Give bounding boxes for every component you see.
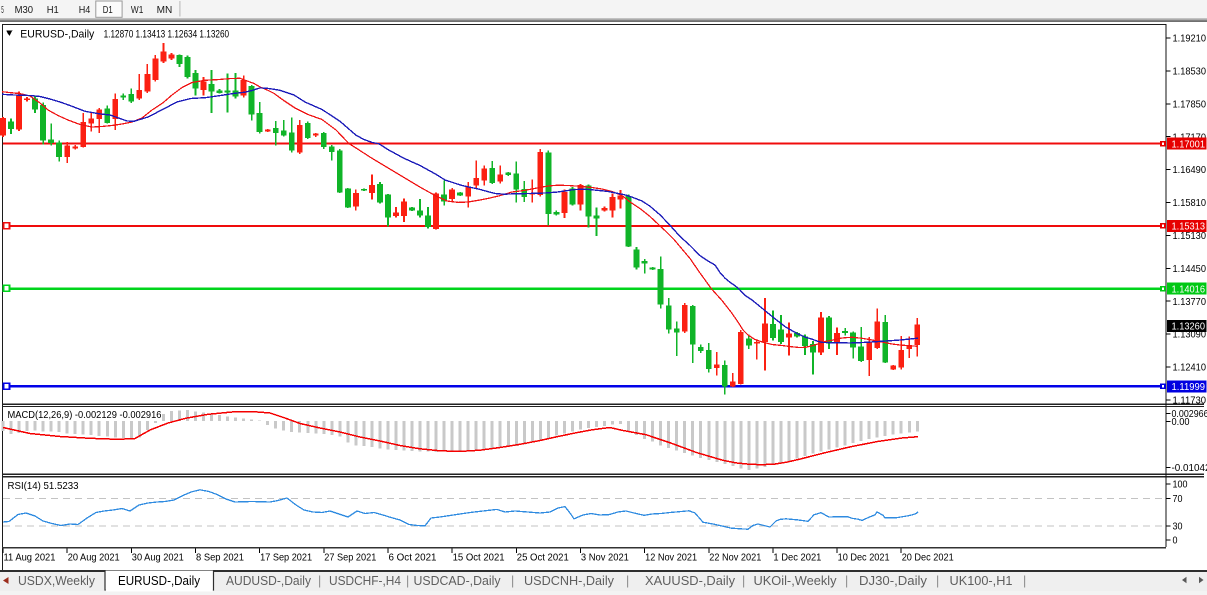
svg-text:MN: MN xyxy=(157,4,173,16)
svg-text:12 Nov 2021: 12 Nov 2021 xyxy=(645,552,697,564)
svg-text:H1: H1 xyxy=(47,4,59,16)
svg-text:1.15810: 1.15810 xyxy=(1173,197,1207,209)
svg-text:1.19210: 1.19210 xyxy=(1173,33,1207,45)
svg-text:|: | xyxy=(845,574,848,588)
svg-text:11 Aug 2021: 11 Aug 2021 xyxy=(4,552,56,564)
svg-text:6 Oct 2021: 6 Oct 2021 xyxy=(389,552,437,564)
svg-text:3 Nov 2021: 3 Nov 2021 xyxy=(581,552,629,564)
svg-text:1.11999: 1.11999 xyxy=(1172,381,1206,393)
svg-text:1.15313: 1.15313 xyxy=(1172,221,1206,233)
svg-text:17 Sep 2021: 17 Sep 2021 xyxy=(260,552,312,564)
svg-text:UK100-,H1: UK100-,H1 xyxy=(950,574,1013,588)
svg-text:DJ30-,Daily: DJ30-,Daily xyxy=(859,574,928,588)
svg-text:1.14450: 1.14450 xyxy=(1173,263,1207,275)
svg-text:1 Dec 2021: 1 Dec 2021 xyxy=(773,552,821,564)
svg-text:|: | xyxy=(511,574,514,588)
svg-text:8 Sep 2021: 8 Sep 2021 xyxy=(196,552,244,564)
svg-text:20 Dec 2021: 20 Dec 2021 xyxy=(902,552,954,564)
svg-text:30 Aug 2021: 30 Aug 2021 xyxy=(132,552,184,564)
svg-text:H4: H4 xyxy=(79,4,91,16)
svg-text:30: 30 xyxy=(1173,521,1183,533)
svg-text:|: | xyxy=(626,574,629,588)
svg-text:1.13260: 1.13260 xyxy=(1172,321,1206,333)
svg-text:1.17001: 1.17001 xyxy=(1172,138,1206,150)
svg-text:0.002966: 0.002966 xyxy=(1172,408,1207,420)
svg-text:1.17850: 1.17850 xyxy=(1173,98,1207,110)
svg-text:1.16490: 1.16490 xyxy=(1173,164,1207,176)
svg-text:RSI(14) 51.5233: RSI(14) 51.5233 xyxy=(8,480,79,492)
svg-text:EURUSD-,Daily: EURUSD-,Daily xyxy=(20,28,94,40)
svg-text:20 Aug 2021: 20 Aug 2021 xyxy=(68,552,120,564)
svg-text:1.15130: 1.15130 xyxy=(1173,230,1207,242)
svg-text:USDX,Weekly: USDX,Weekly xyxy=(18,574,96,588)
svg-text:UKOil-,Weekly: UKOil-,Weekly xyxy=(754,574,838,588)
svg-text:22 Nov 2021: 22 Nov 2021 xyxy=(709,552,761,564)
svg-text:1.12870 1.13413 1.12634 1.1326: 1.12870 1.13413 1.12634 1.13260 xyxy=(104,28,230,40)
svg-text:D1: D1 xyxy=(103,4,113,16)
svg-text:|: | xyxy=(1023,574,1026,588)
svg-text:5: 5 xyxy=(1,4,4,16)
svg-text:0: 0 xyxy=(1173,535,1178,547)
svg-text:27 Sep 2021: 27 Sep 2021 xyxy=(324,552,376,564)
svg-text:M30: M30 xyxy=(15,4,34,16)
svg-text:1.18530: 1.18530 xyxy=(1173,66,1207,78)
svg-text:25 Oct 2021: 25 Oct 2021 xyxy=(517,552,569,564)
svg-text:0.00: 0.00 xyxy=(1172,416,1190,428)
svg-text:100: 100 xyxy=(1173,479,1188,491)
svg-text:USDCHF-,H4: USDCHF-,H4 xyxy=(329,574,401,588)
svg-text:AUDUSD-,Daily: AUDUSD-,Daily xyxy=(226,574,312,588)
svg-text:|: | xyxy=(318,574,321,588)
svg-text:1.11730: 1.11730 xyxy=(1173,395,1207,407)
svg-text:XAUUSD-,Daily: XAUUSD-,Daily xyxy=(645,574,736,588)
svg-text:EURUSD-,Daily: EURUSD-,Daily xyxy=(118,574,201,588)
svg-text:10 Dec 2021: 10 Dec 2021 xyxy=(838,552,890,564)
svg-text:70: 70 xyxy=(1173,493,1183,505)
svg-text:USDCAD-,Daily: USDCAD-,Daily xyxy=(414,574,502,588)
svg-text:USDCNH-,Daily: USDCNH-,Daily xyxy=(524,574,615,588)
svg-text:1.12410: 1.12410 xyxy=(1173,362,1207,374)
svg-text:-0.01042: -0.01042 xyxy=(1172,462,1207,474)
svg-text:|: | xyxy=(936,574,939,588)
svg-text:MACD(12,26,9) -0.002129 -0.002: MACD(12,26,9) -0.002129 -0.002916 xyxy=(8,409,162,421)
svg-text:|: | xyxy=(406,574,409,588)
svg-text:1.14016: 1.14016 xyxy=(1172,283,1206,295)
svg-text:1.13770: 1.13770 xyxy=(1173,296,1207,308)
svg-text:|: | xyxy=(742,574,745,588)
svg-text:15 Oct 2021: 15 Oct 2021 xyxy=(453,552,505,564)
svg-text:W1: W1 xyxy=(131,4,144,16)
